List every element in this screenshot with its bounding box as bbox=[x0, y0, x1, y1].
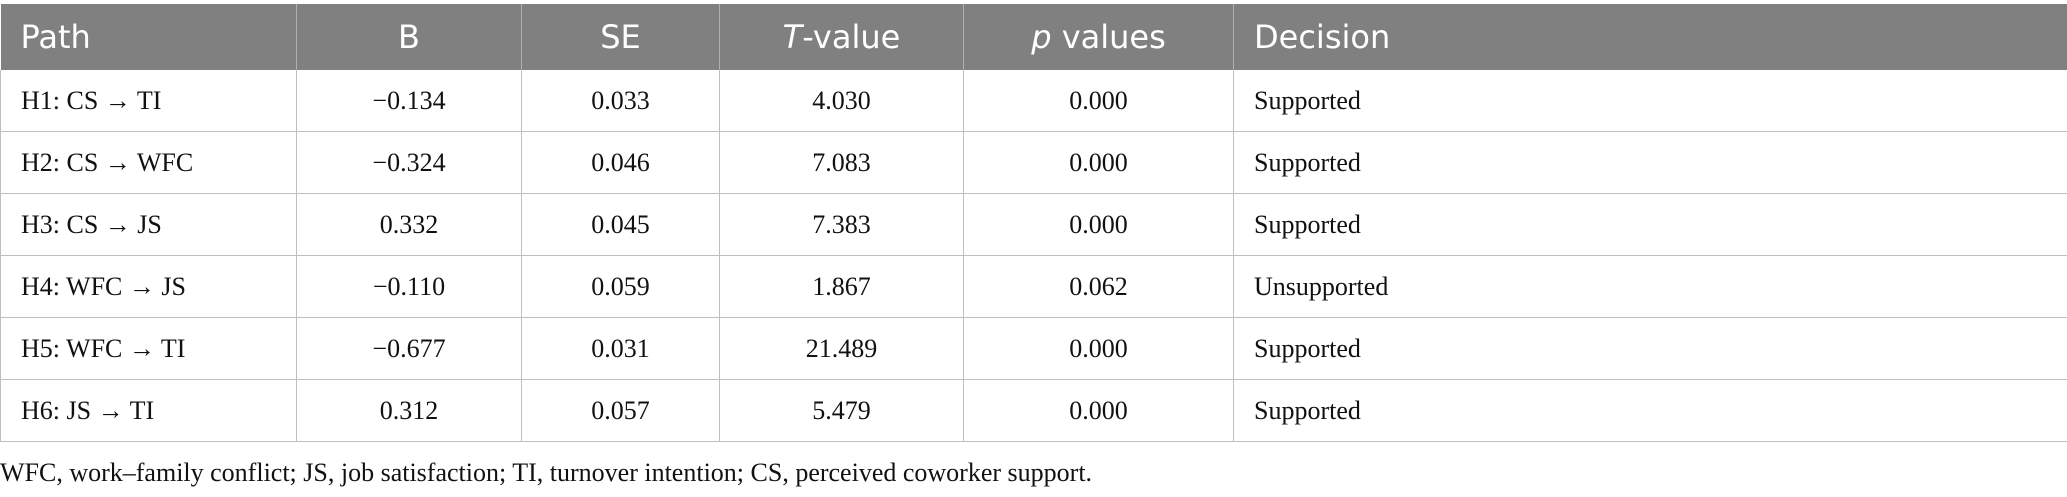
header-italic-symbol: p bbox=[1031, 18, 1052, 56]
header-label: values bbox=[1051, 18, 1166, 56]
cell-se: 0.059 bbox=[521, 255, 720, 318]
header-italic-symbol: T bbox=[782, 18, 803, 56]
cell-se: 0.046 bbox=[521, 131, 720, 194]
table-row: H5: WFC → TI −0.677 0.031 21.489 0.000 Suppor… bbox=[0, 317, 2067, 380]
header-row: Path B SE T-value p values Decision bbox=[0, 4, 2067, 70]
header-label: SE bbox=[600, 18, 641, 56]
cell-decision: Supported bbox=[1233, 131, 2067, 194]
table-footnote: WFC, work–family conflict; JS, job satis… bbox=[0, 458, 1093, 487]
cell-p-values: 0.062 bbox=[963, 255, 1234, 318]
cell-se: 0.033 bbox=[521, 70, 720, 132]
cell-t-value: 7.383 bbox=[719, 193, 964, 256]
cell-t-value: 4.030 bbox=[719, 70, 964, 132]
cell-path: H5: WFC → TI bbox=[0, 317, 297, 380]
cell-se: 0.031 bbox=[521, 317, 720, 380]
column-header-se: SE bbox=[521, 4, 720, 70]
cell-p-values: 0.000 bbox=[963, 317, 1234, 380]
cell-t-value: 1.867 bbox=[719, 255, 964, 318]
cell-b: −0.324 bbox=[296, 131, 522, 194]
cell-b: 0.312 bbox=[296, 379, 522, 442]
results-table-container: Path B SE T-value p values Decision H1: CS → … bbox=[0, 4, 2067, 442]
header-label: Path bbox=[20, 18, 91, 56]
cell-p-values: 0.000 bbox=[963, 193, 1234, 256]
cell-b: 0.332 bbox=[296, 193, 522, 256]
cell-t-value: 7.083 bbox=[719, 131, 964, 194]
cell-p-values: 0.000 bbox=[963, 70, 1234, 132]
table-body: H1: CS → TI −0.134 0.033 4.030 0.000 Supporte… bbox=[0, 70, 2067, 442]
cell-decision: Supported bbox=[1233, 70, 2067, 132]
cell-decision: Supported bbox=[1233, 379, 2067, 442]
table-row: H3: CS → JS 0.332 0.045 7.383 0.000 Supported bbox=[0, 193, 2067, 256]
hypothesis-results-table: Path B SE T-value p values Decision H1: CS → … bbox=[0, 4, 2067, 442]
cell-p-values: 0.000 bbox=[963, 131, 1234, 194]
cell-path: H4: WFC → JS bbox=[0, 255, 297, 318]
column-header-path: Path bbox=[0, 4, 297, 70]
cell-decision: Supported bbox=[1233, 193, 2067, 256]
cell-decision: Unsupported bbox=[1233, 255, 2067, 318]
table-row: H2: CS → WFC −0.324 0.046 7.083 0.000 Support… bbox=[0, 131, 2067, 194]
cell-path: H2: CS → WFC bbox=[0, 131, 297, 194]
cell-t-value: 5.479 bbox=[719, 379, 964, 442]
table-row: H4: WFC → JS −0.110 0.059 1.867 0.062 Unsuppo… bbox=[0, 255, 2067, 318]
cell-path: H1: CS → TI bbox=[0, 70, 297, 132]
cell-b: −0.677 bbox=[296, 317, 522, 380]
cell-se: 0.045 bbox=[521, 193, 720, 256]
cell-p-values: 0.000 bbox=[963, 379, 1234, 442]
table-header: Path B SE T-value p values Decision bbox=[0, 4, 2067, 70]
cell-b: −0.134 bbox=[296, 70, 522, 132]
column-header-p-values: p values bbox=[963, 4, 1234, 70]
header-label: B bbox=[398, 18, 420, 56]
header-label: Decision bbox=[1254, 18, 1391, 56]
table-row: H6: JS → TI 0.312 0.057 5.479 0.000 Supported bbox=[0, 379, 2067, 442]
cell-se: 0.057 bbox=[521, 379, 720, 442]
column-header-b: B bbox=[296, 4, 522, 70]
cell-path: H3: CS → JS bbox=[0, 193, 297, 256]
table-row: H1: CS → TI −0.134 0.033 4.030 0.000 Supporte… bbox=[0, 70, 2067, 132]
header-label: -value bbox=[802, 18, 901, 56]
cell-decision: Supported bbox=[1233, 317, 2067, 380]
column-header-t-value: T-value bbox=[719, 4, 964, 70]
cell-path: H6: JS → TI bbox=[0, 379, 297, 442]
column-header-decision: Decision bbox=[1233, 4, 2067, 70]
cell-b: −0.110 bbox=[296, 255, 522, 318]
cell-t-value: 21.489 bbox=[719, 317, 964, 380]
